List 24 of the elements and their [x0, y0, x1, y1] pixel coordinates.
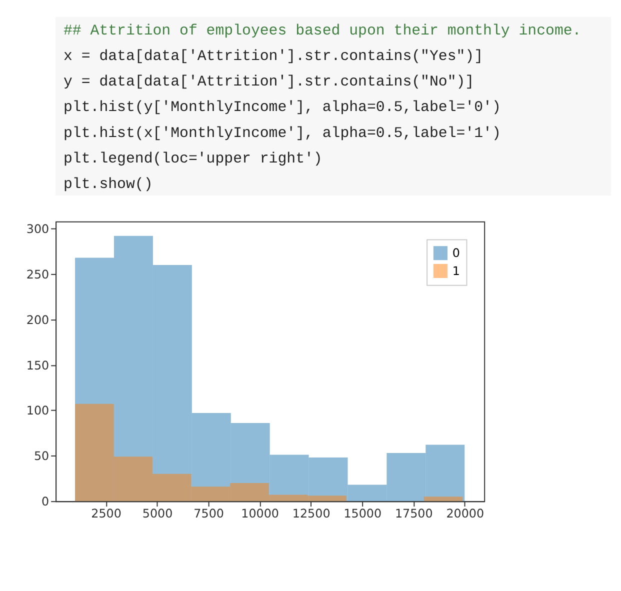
text: plt.hist(y['MonthlyIncome'], alpha=0.5,label='0') — [63, 100, 501, 116]
text: plt.show() — [63, 176, 153, 193]
y-tick-label: 100 — [26, 404, 50, 418]
x-tick-label: 10000 — [241, 506, 279, 520]
x-tick-label: 2500 — [91, 506, 122, 520]
text: x = data[data['Attrition'].str.contains("Yes")] — [63, 49, 484, 66]
x-tick-label: 12500 — [292, 506, 330, 520]
text: plt.legend(loc='upper right') — [63, 151, 322, 168]
y-tick-label: 250 — [26, 268, 50, 282]
x-tick-label: 7500 — [194, 506, 224, 520]
text: plt.hist(x['MonthlyIncome'], alpha=0.5,label='1') — [63, 126, 501, 142]
x-tick-label: 17500 — [394, 506, 433, 520]
x-tick-label: 15000 — [344, 506, 382, 520]
x-tick-label: 20000 — [446, 506, 484, 520]
y-tick-label: 50 — [34, 449, 50, 464]
legend-label: 0 — [452, 246, 460, 260]
y-tick-label: 300 — [26, 222, 50, 236]
x-tick-label: 5000 — [142, 506, 173, 520]
legend-label: 1 — [452, 264, 460, 278]
text: ## Attrition of employees based upon their monthly income. — [63, 24, 582, 40]
y-tick-label: 150 — [26, 358, 50, 372]
text: y = data[data['Attrition'].str.contains("No")] — [63, 74, 474, 91]
y-tick-label: 200 — [26, 312, 50, 327]
y-tick-label: 0 — [42, 494, 50, 509]
